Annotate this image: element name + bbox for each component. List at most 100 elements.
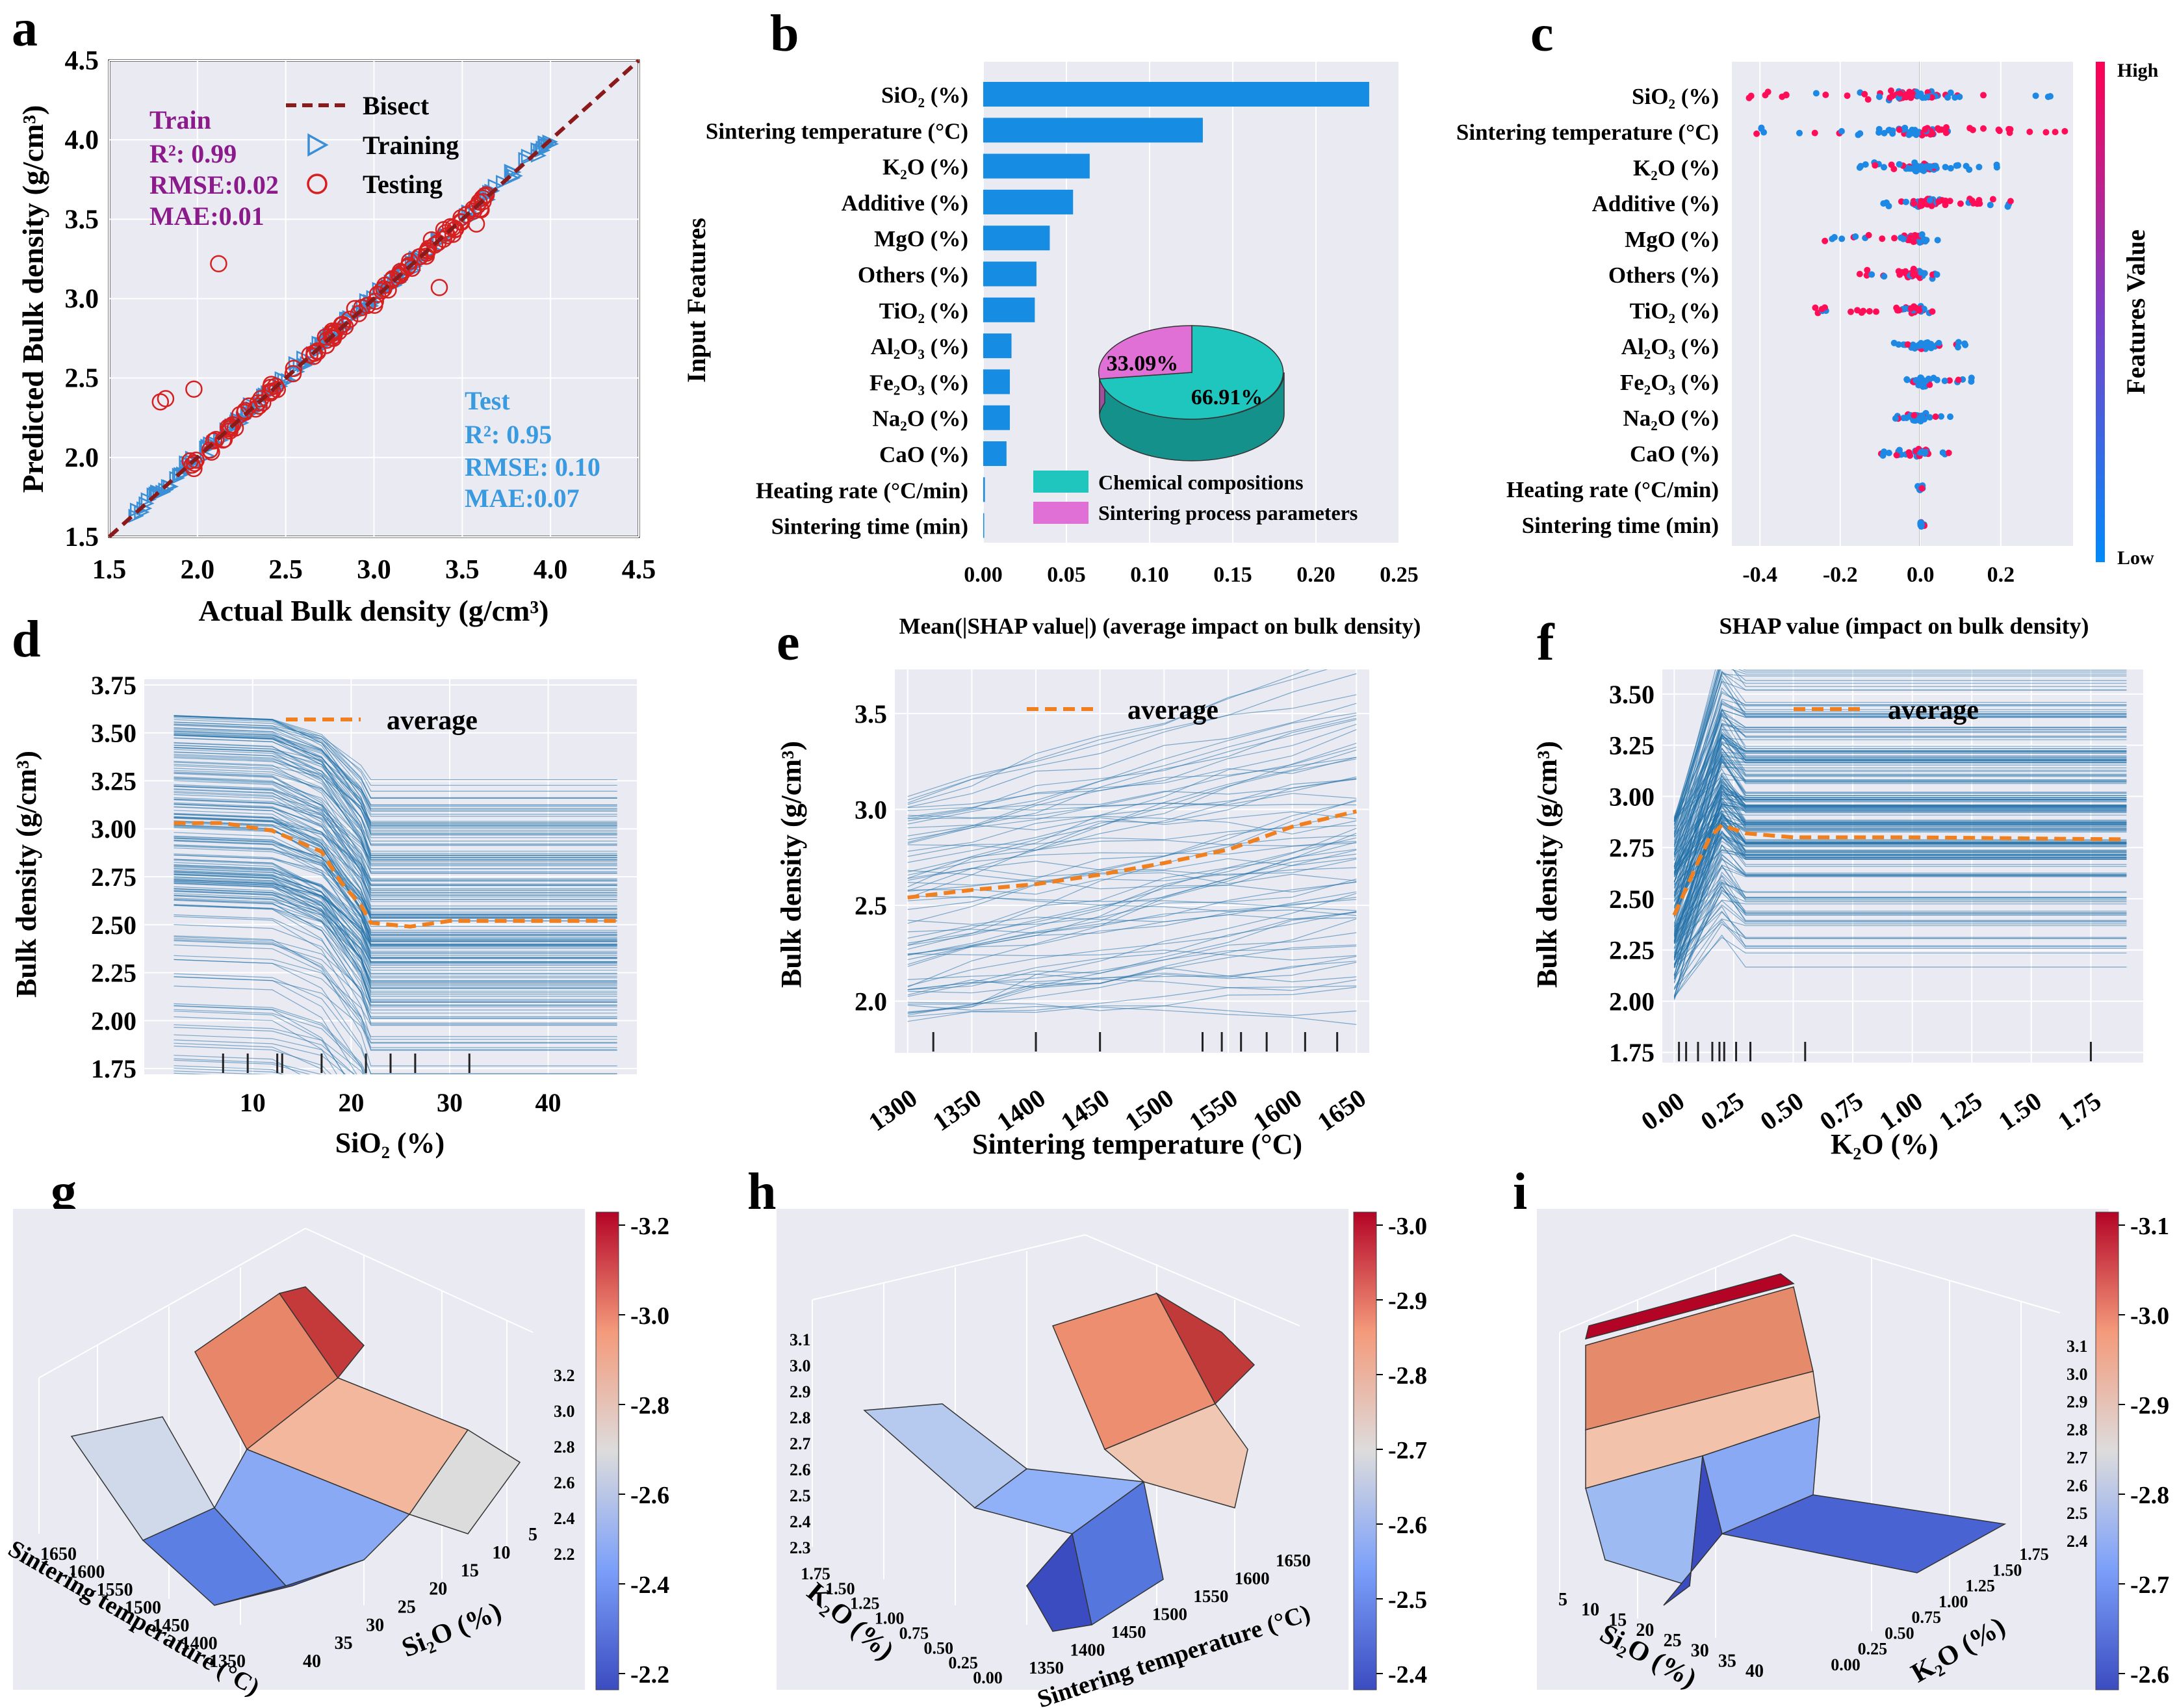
- shap-dot: [1860, 307, 1867, 315]
- colorbar-title-c: Features Value: [2121, 229, 2150, 395]
- ice-line: [174, 788, 617, 913]
- testing-point: [391, 263, 409, 280]
- feature-label-b: Others (%): [858, 263, 968, 288]
- ice-line: [1673, 741, 2127, 897]
- x-tick-a: 2.0: [181, 555, 215, 585]
- shap-dot: [1916, 307, 1923, 314]
- ice-line: [174, 730, 617, 836]
- shap-dot: [1887, 87, 1894, 94]
- ticks-d: 1.75 2.00 2.25 2.50 2.75 3.00 3.25 3.50 3.75 10 20…: [91, 671, 561, 1117]
- z-tick-label: 2.5: [2067, 1504, 2088, 1523]
- shap-dot: [2007, 126, 2014, 133]
- ice-line: [1673, 852, 2127, 928]
- ice-line: [174, 1003, 368, 1074]
- shap-dot: [1935, 126, 1942, 133]
- feature-label-c: Others (%): [1608, 263, 1719, 288]
- ice-line: [174, 886, 617, 983]
- si-ticks-i: 5 10 15 20 25 30 35 40: [1558, 1590, 1764, 1681]
- feature-label-c: Sintering temperature (°C): [1456, 120, 1719, 145]
- surface-h-lowest: [1026, 1533, 1092, 1632]
- panel-letter-d: d: [12, 611, 41, 668]
- train-metrics: Train R²: 0.99 RMSE:0.02 MAE:0.01: [149, 105, 279, 231]
- y-tick: 3.5: [855, 699, 887, 729]
- feature-label-b: MgO (%): [874, 226, 968, 252]
- testing-point: [224, 416, 242, 433]
- shap-dot: [1861, 90, 1868, 97]
- shap-dot: [1917, 520, 1924, 527]
- z-tick-label: 2.9: [2067, 1393, 2088, 1412]
- ice-line: [174, 751, 617, 829]
- ice-line: [1673, 713, 2127, 818]
- feature-label-b: Fe₂O₃ (%): [870, 370, 968, 395]
- shap-dot: [1945, 449, 1952, 456]
- colorbar-tick-label: -2.6: [630, 1482, 669, 1509]
- shap-dot: [1969, 126, 1976, 133]
- axis-tick-label: 20: [1636, 1620, 1654, 1640]
- ice-line: [1673, 790, 2127, 853]
- feature-labels-b: SiO₂ (%) Sintering temperature (°C) K₂O (%…: [706, 83, 968, 539]
- ice-line: [1673, 669, 1719, 833]
- colorbar-high-label: High: [2117, 60, 2159, 81]
- shap-dot: [1912, 233, 1919, 240]
- y-tick: 2.50: [1609, 885, 1655, 914]
- colorbar-low-label: Low: [2117, 547, 2154, 569]
- axis-tick-label: 0.00: [973, 1668, 1003, 1687]
- x-tick-a: 2.5: [268, 555, 303, 585]
- shap-dot: [1880, 200, 1887, 207]
- shap-dot: [1822, 237, 1829, 244]
- shap-dot: [1941, 378, 1948, 385]
- shap-dot: [1812, 304, 1819, 311]
- rug-d: [222, 1054, 470, 1073]
- shap-dot: [1947, 413, 1954, 421]
- ice-line: [174, 873, 617, 989]
- ice-line: [907, 974, 1357, 989]
- ice-line: [907, 743, 1357, 899]
- panel-letter-i: i: [1513, 1163, 1527, 1221]
- ice-line: [1673, 840, 2127, 926]
- axis-tick-label: 30: [366, 1615, 384, 1635]
- ice-line: [174, 732, 617, 846]
- testing-point: [261, 384, 279, 402]
- shap-dot: [1942, 129, 1950, 136]
- testing-point: [430, 279, 448, 296]
- ice-lines-f: [1673, 669, 2127, 1000]
- ice-line: [1673, 670, 2127, 822]
- surface-g-edge: [408, 1429, 521, 1534]
- shap-dot: [1909, 90, 1916, 97]
- colorbar-tick-label: -3.0: [2130, 1302, 2169, 1330]
- shap-bar: [983, 153, 1090, 179]
- pie-chart: 33.09% 66.91%: [1098, 325, 1285, 461]
- ice-line: [1673, 731, 2127, 867]
- shap-dot: [1896, 271, 1903, 278]
- z-tick-label: 2.4: [2067, 1532, 2088, 1551]
- shap-dot: [1838, 127, 1845, 135]
- ice-line: [174, 844, 617, 958]
- x-tick-d: 30: [437, 1088, 463, 1117]
- training-point: [506, 164, 522, 179]
- colorbar-ticks-g: -3.2 -3.0 -2.8 -2.6 -2.4 -2.2: [619, 1213, 669, 1689]
- y-tick: 2.25: [1609, 936, 1655, 965]
- z-tick-label: 2.6: [2067, 1476, 2088, 1495]
- ice-line: [174, 938, 617, 1044]
- ice-line: [174, 1016, 337, 1074]
- testing-point: [187, 451, 205, 469]
- ice-line: [1673, 823, 2127, 975]
- panel-a: 1.5 1.5 2.0 2.0 2.5 2.5 3.0 3.0 3.5 3.5 4.0 4.0 4.5 4…: [16, 46, 656, 627]
- colorbar-tick-label: -2.9: [1388, 1287, 1427, 1315]
- ice-line: [174, 853, 617, 931]
- surface-g-wall: [214, 1449, 411, 1586]
- shap-dot: [1901, 305, 1909, 312]
- axis-tick-label: 0.50: [924, 1638, 954, 1657]
- shap-dot: [1864, 96, 1872, 103]
- shap-dot: [1938, 413, 1945, 420]
- ice-line: [174, 756, 617, 865]
- axis-tick-label: 40: [1745, 1661, 1764, 1681]
- y-tick: 2.00: [1609, 987, 1655, 1016]
- y-tick: 1.75: [1609, 1038, 1655, 1067]
- ice-line: [1673, 752, 2127, 883]
- ice-line: [174, 725, 617, 826]
- pie-slice-process: [1098, 325, 1192, 380]
- axis-tick-label: 10: [1581, 1600, 1599, 1620]
- ice-line: [174, 1042, 326, 1074]
- x-axis-label-d: SiO₂ (%): [335, 1127, 444, 1159]
